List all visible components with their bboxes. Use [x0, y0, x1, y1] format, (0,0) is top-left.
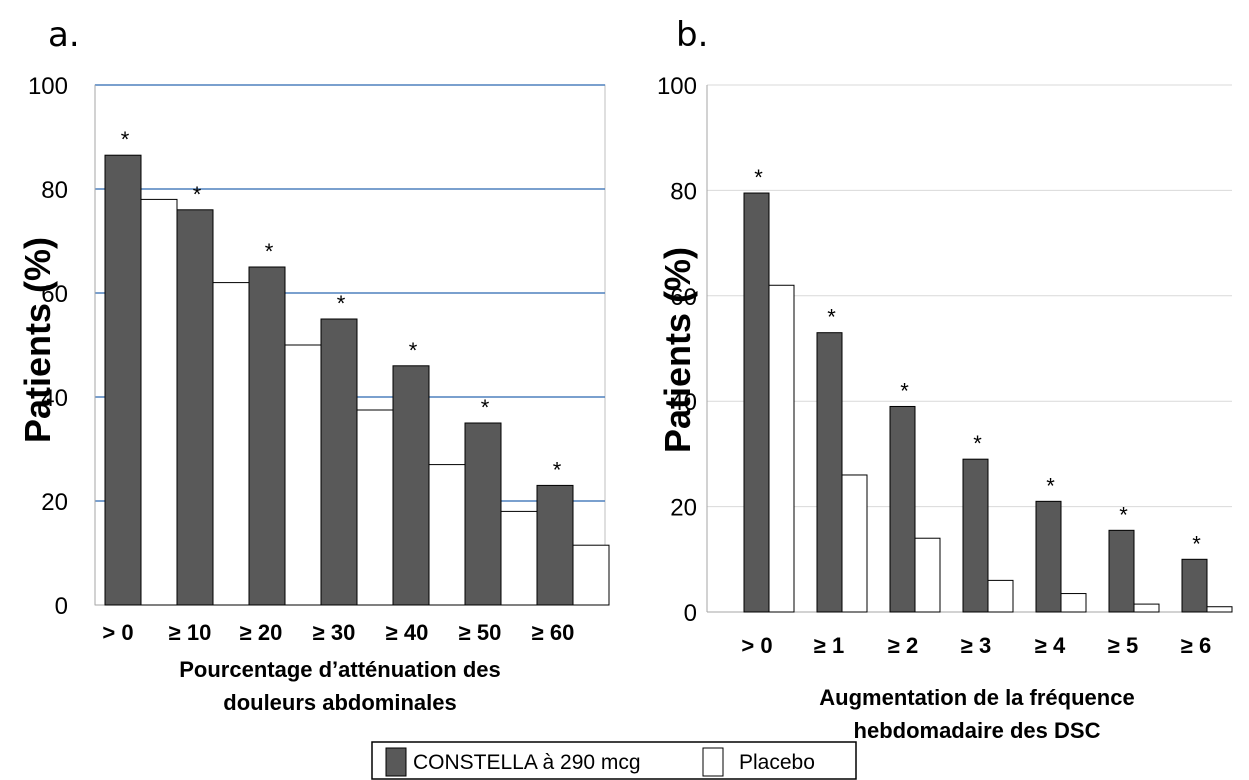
- panel-b-letter: b.: [676, 15, 708, 55]
- panel-b-bar-placebo: [768, 284, 795, 613]
- panel-b-significance-star: *: [973, 431, 982, 456]
- panel-b-significance-star: *: [1119, 502, 1128, 527]
- panel-a-x-tick-label: > 0: [102, 620, 133, 645]
- panel-b-significance-star: *: [754, 165, 763, 190]
- legend-swatch-constella: [385, 747, 407, 777]
- panel-a-x-axis-label-line1: Pourcentage d’atténuation des: [179, 657, 501, 682]
- panel-a-y-tick-label: 40: [41, 385, 68, 412]
- panel-b-x-axis-label-line2: hebdomadaire des DSC: [854, 718, 1101, 743]
- legend-frame: [371, 741, 857, 780]
- panel-a-significance-star: *: [193, 182, 202, 207]
- panel-b-y-axis-label: Patients (%): [657, 247, 698, 453]
- panel-a-significance-star: *: [553, 457, 562, 482]
- panel-b-chart: b. Patients (%) 0 20 40 60 80 100 > 0 ≥ 1 ≥ 2 ≥ …: [657, 15, 1233, 743]
- panel-a-bar-constella: [104, 154, 142, 606]
- panel-b-y-tick-label: 40: [670, 389, 697, 416]
- panel-a-significance-star: *: [481, 395, 490, 420]
- panel-b-significance-star: *: [827, 305, 836, 330]
- panel-a-x-tick-label: ≥ 10: [169, 620, 212, 645]
- panel-a-bar-placebo: [428, 464, 466, 606]
- panel-b-bar-placebo: [1133, 603, 1160, 613]
- panel-a-y-axis-label: Patients (%): [17, 237, 58, 443]
- legend-swatch-placebo: [702, 747, 724, 777]
- panel-a-y-tick-label: 60: [41, 281, 68, 308]
- panel-b-significance-star: *: [900, 378, 909, 403]
- panel-b-x-ticks: > 0 ≥ 1 ≥ 2 ≥ 3 ≥ 4 ≥ 5 ≥ 6: [741, 633, 1211, 658]
- panel-b-bar-constella: [816, 332, 843, 613]
- panel-b-y-ticks: 0 20 40 60 80 100: [657, 73, 697, 627]
- panel-a-y-tick-label: 0: [55, 593, 68, 620]
- panel-a-x-axis-label-line2: douleurs abdominales: [223, 690, 457, 715]
- panel-b-bar-placebo: [1060, 593, 1087, 613]
- panel-b-bar-placebo: [914, 537, 941, 613]
- panel-a-bar-placebo: [284, 344, 322, 606]
- panel-a-bar-placebo: [500, 510, 538, 606]
- panel-b-x-axis-label-line1: Augmentation de la fréquence: [819, 685, 1134, 710]
- panel-a-x-tick-label: ≥ 20: [240, 620, 283, 645]
- panel-b-y-tick-label: 100: [657, 73, 697, 100]
- panel-b-y-tick-label: 60: [670, 284, 697, 311]
- panel-a-x-ticks: > 0 ≥ 10 ≥ 20 ≥ 30 ≥ 40 ≥ 50 ≥ 60: [102, 620, 574, 645]
- panel-a-significance-marks: * * * * * * *: [121, 127, 562, 482]
- legend: CONSTELLA à 290 mcg Placebo: [371, 741, 857, 780]
- panel-a-bar-constella: [536, 484, 574, 606]
- panel-b-bars: [743, 192, 1233, 613]
- panel-a-significance-star: *: [265, 239, 274, 264]
- panel-a-bar-constella: [320, 318, 358, 606]
- panel-a-y-tick-label: 100: [28, 73, 68, 100]
- panel-a-bar-constella: [392, 365, 430, 606]
- panel-a-bar-constella: [248, 266, 286, 606]
- panel-b-y-tick-label: 0: [684, 600, 697, 627]
- panel-b-bar-placebo: [1206, 606, 1233, 613]
- panel-b-significance-star: *: [1192, 531, 1201, 556]
- panel-b-x-tick-label: ≥ 4: [1035, 633, 1066, 658]
- panel-a-chart: a. Patients (%) 0 20 40 60 80 100 > 0 ≥ 10 ≥ 20…: [17, 15, 610, 715]
- panel-b-x-tick-label: ≥ 3: [961, 633, 991, 658]
- panel-b-x-tick-label: ≥ 6: [1181, 633, 1211, 658]
- panel-a-x-tick-label: ≥ 50: [459, 620, 502, 645]
- panel-a-bar-placebo: [140, 198, 178, 606]
- panel-b-x-tick-label: ≥ 2: [888, 633, 918, 658]
- panel-a-bar-placebo: [572, 544, 610, 606]
- panel-a-significance-star: *: [121, 127, 130, 152]
- panel-a-significance-star: *: [409, 338, 418, 363]
- legend-label-placebo: Placebo: [739, 751, 815, 774]
- panel-b-bar-placebo: [987, 579, 1014, 613]
- panel-a-y-tick-label: 80: [41, 177, 68, 204]
- panel-a-letter: a.: [48, 15, 80, 55]
- panel-a-significance-star: *: [337, 291, 346, 316]
- panel-b-y-tick-label: 80: [670, 178, 697, 205]
- panel-b-bar-placebo: [841, 474, 868, 613]
- panel-b-significance-marks: * * * * * * *: [754, 165, 1201, 556]
- panel-a-y-ticks: 0 20 40 60 80 100: [28, 73, 68, 620]
- panel-a-bar-placebo: [356, 409, 394, 606]
- panel-b-x-tick-label: > 0: [741, 633, 772, 658]
- panel-b-significance-star: *: [1046, 473, 1055, 498]
- panel-a-x-tick-label: ≥ 40: [386, 620, 429, 645]
- legend-label-constella: CONSTELLA à 290 mcg: [413, 751, 641, 774]
- panel-a-bar-constella: [464, 422, 502, 606]
- panel-b-bar-constella: [889, 405, 916, 613]
- panel-a-x-tick-label: ≥ 60: [532, 620, 575, 645]
- panel-a-bar-placebo: [212, 282, 250, 606]
- panel-a-x-tick-label: ≥ 30: [313, 620, 356, 645]
- panel-a-bar-constella: [176, 209, 214, 606]
- panel-b-bar-constella: [1035, 500, 1062, 613]
- panel-a-y-tick-label: 20: [41, 489, 68, 516]
- panel-b-bar-constella: [1108, 529, 1135, 613]
- panel-b-bar-constella: [962, 458, 989, 613]
- panel-b-x-tick-label: ≥ 5: [1108, 633, 1138, 658]
- panel-b-bar-constella: [743, 192, 770, 613]
- panel-a-bars: [104, 154, 610, 606]
- panel-b-x-tick-label: ≥ 1: [814, 633, 844, 658]
- panel-b-y-tick-label: 20: [670, 495, 697, 522]
- panel-b-bar-constella: [1181, 558, 1208, 613]
